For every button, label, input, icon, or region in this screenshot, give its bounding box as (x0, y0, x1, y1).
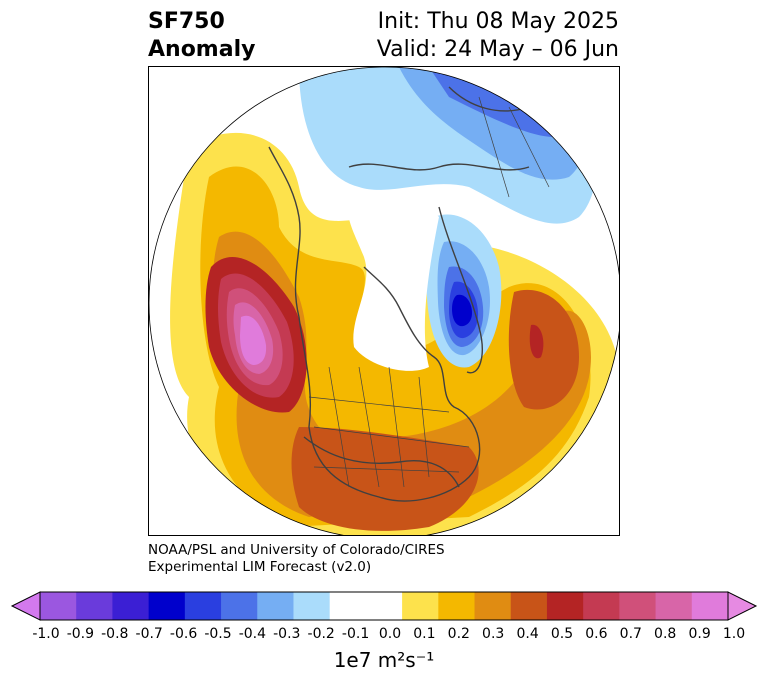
colorbar-tick-label: -0.8 (101, 626, 129, 642)
colorbar-tick-label: 0.4 (516, 626, 539, 642)
colorbar-tick-label: -1.0 (32, 626, 60, 642)
near-zero-polar (347, 193, 439, 371)
colorbar-tick-label: 0.8 (654, 626, 677, 642)
colorbar-tick-label: 0.7 (619, 626, 642, 642)
colorbar-cell (76, 592, 113, 620)
colorbar-cell (184, 592, 222, 620)
positive-band-4 (291, 427, 479, 531)
init-date: Init: Thu 08 May 2025 (377, 9, 619, 34)
colorbar-cell (655, 592, 693, 620)
colorbar-tick-label: 0.3 (482, 626, 505, 642)
colorbar-tick-label: -0.1 (341, 626, 370, 642)
colorbar-tick-label: 0.6 (585, 626, 608, 642)
credit-text: NOAA/PSL and University of Colorado/CIRE… (148, 542, 445, 576)
colorbar-tick-label: 0.9 (688, 626, 711, 642)
credit-line-2: Experimental LIM Forecast (v2.0) (148, 559, 372, 575)
anomaly-map (149, 67, 619, 535)
colorbar-cell (112, 592, 150, 620)
colorbar-cell (619, 592, 657, 620)
borders (308, 96, 550, 488)
colorbar-cell (546, 592, 584, 620)
title-left: SF750 Anomaly (148, 8, 255, 64)
valid-range: Valid: 24 May – 06 Jun (376, 37, 619, 62)
pacific-high-max (240, 315, 267, 365)
colorbar-tick-label: -0.5 (204, 626, 232, 642)
colorbar-cell (691, 592, 729, 620)
colorbar-over-arrow (727, 591, 758, 621)
colorbar-tick-label: 1.0 (722, 626, 746, 642)
colorbar-tick-label: -0.7 (135, 626, 163, 642)
map-panel (148, 66, 620, 536)
colorbar-cell (293, 592, 331, 620)
positive-east-max (529, 324, 544, 359)
colorbar-cell (329, 592, 367, 620)
variable-name: SF750 (148, 9, 225, 34)
colorbar-cell (402, 592, 439, 620)
colorbar-tick-label: 0.5 (550, 626, 574, 642)
colorbar-cell (474, 592, 512, 620)
colorbar-cell (221, 592, 258, 620)
variable-type: Anomaly (148, 37, 256, 62)
colorbar-label: 1e7 m²s⁻¹ (333, 648, 435, 672)
colorbar-cell (438, 592, 476, 620)
colorbar-cell (510, 592, 548, 620)
credit-line-1: NOAA/PSL and University of Colorado/CIRE… (148, 542, 445, 558)
colorbar-under-arrow (10, 591, 41, 621)
colorbar-tick-label: 0.2 (447, 626, 470, 642)
colorbar-cell (365, 592, 403, 620)
greenland-negative-max (452, 294, 472, 327)
colorbar-ticks: -1.0 -0.9 -0.8 -0.7 -0.6 -0.5 -0.4 -0.3 -0.2 -0.1… (0, 626, 768, 646)
colorbar-tick-label: -0.6 (169, 626, 198, 642)
positive-east-core (508, 289, 579, 410)
colorbar-tick-label: -0.9 (66, 626, 95, 642)
title-right: Init: Thu 08 May 2025 Valid: 24 May – 06… (377, 8, 619, 64)
colorbar-cells (40, 592, 729, 620)
colorbar-cell (148, 592, 186, 620)
colorbar-tick-label: -0.3 (273, 626, 301, 642)
colorbar-cell (40, 592, 77, 620)
colorbar-outline (39, 591, 729, 621)
colorbar-cell (257, 592, 294, 620)
colorbar-tick-label: 0.1 (413, 626, 436, 642)
colorbar-cell (583, 592, 620, 620)
colorbar-tick-label: 0.0 (378, 626, 402, 642)
colorbar (10, 591, 758, 621)
colorbar-tick-label: -0.2 (307, 626, 335, 642)
colorbar-tick-label: -0.4 (238, 626, 267, 642)
